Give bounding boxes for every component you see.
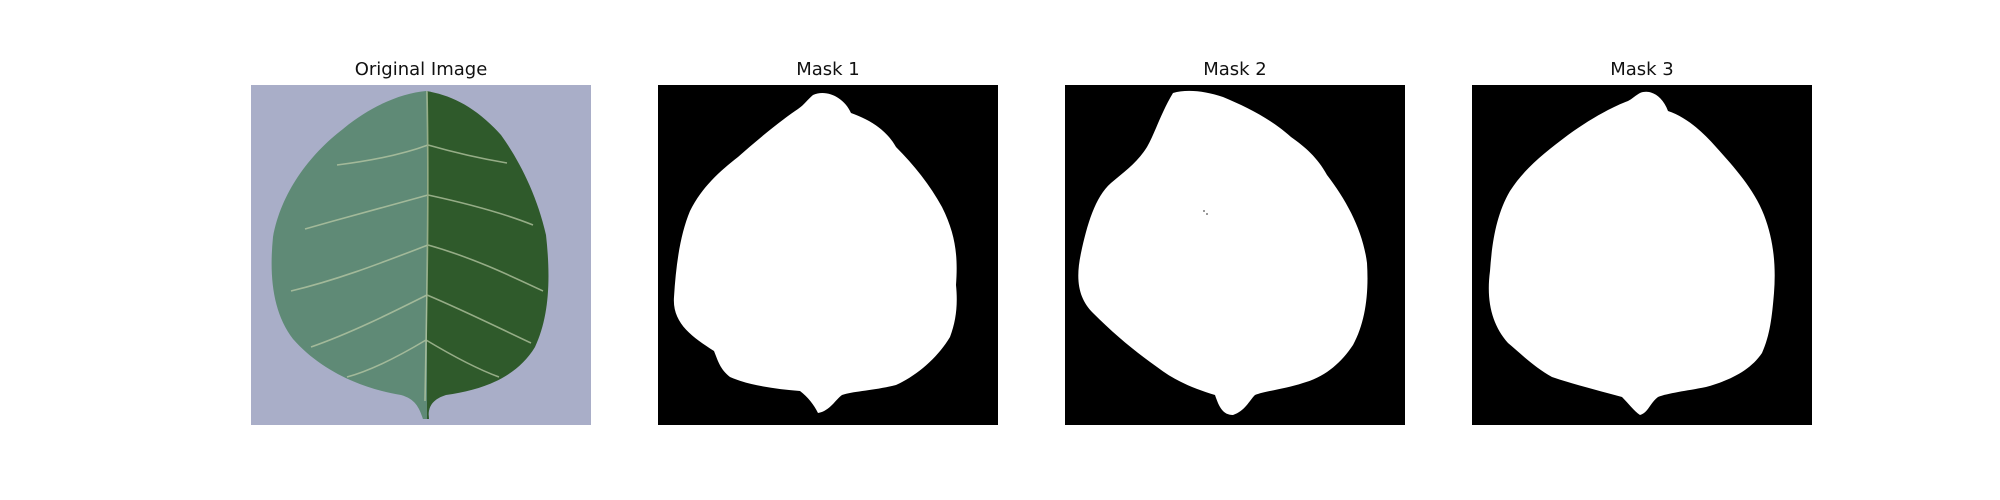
leaf-photo: [251, 85, 591, 425]
mask-2-image: [1065, 85, 1405, 425]
mask-2-speck: [1206, 213, 1208, 215]
panel-original-image: Original Image: [251, 56, 591, 425]
mask-2-region: [1078, 90, 1368, 416]
panel-title-original-image: Original Image: [354, 59, 488, 80]
leaf-veins: [290, 91, 544, 402]
panel-mask-3: Mask 3: [1472, 56, 1812, 425]
panel-title-mask-1: Mask 1: [796, 59, 860, 80]
mask-3-image: [1472, 85, 1812, 425]
mask-1-image: [658, 85, 998, 425]
panel-title-mask-3: Mask 3: [1610, 59, 1674, 80]
mask-3-region: [1488, 91, 1775, 416]
panel-mask-1: Mask 1: [658, 56, 998, 425]
mask-1-region: [673, 93, 957, 413]
panel-mask-2: Mask 2: [1065, 56, 1405, 425]
mask-2-speck: [1203, 210, 1205, 212]
panel-title-mask-2: Mask 2: [1203, 59, 1267, 80]
